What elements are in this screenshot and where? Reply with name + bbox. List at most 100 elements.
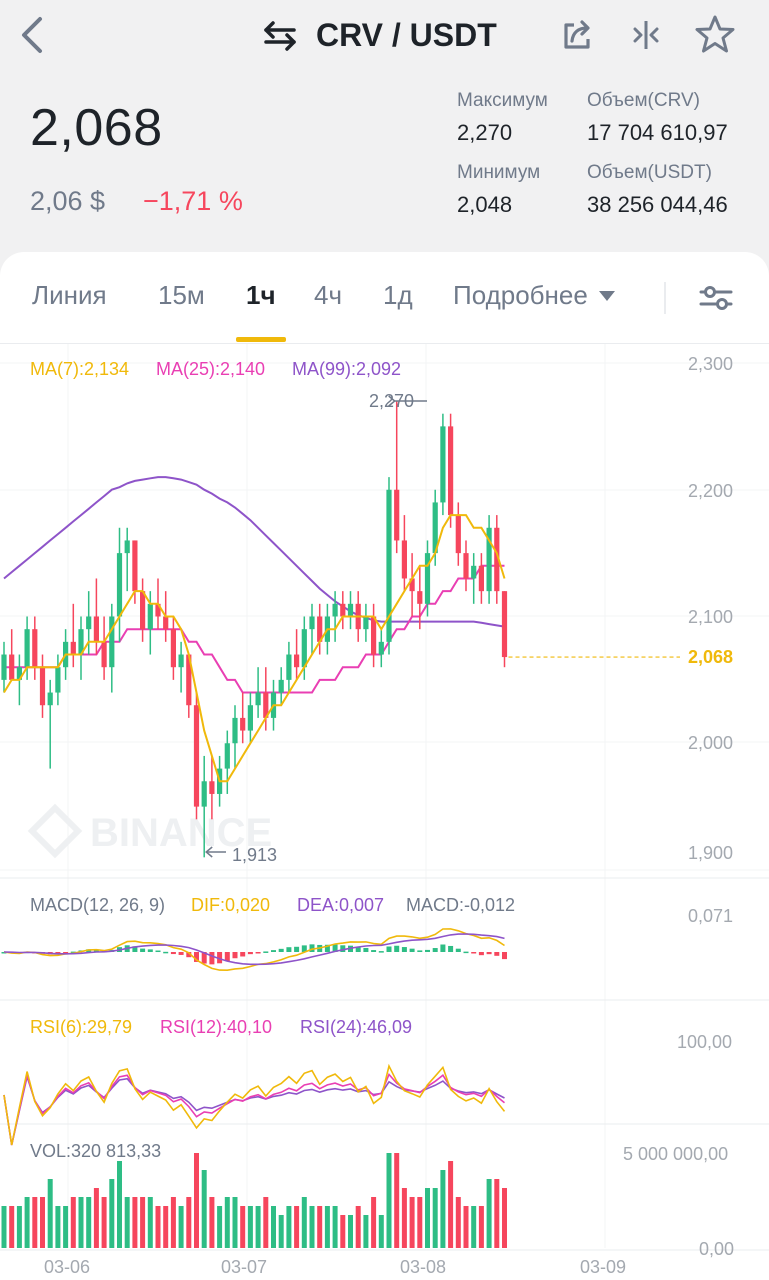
macd-histogram-bar: [271, 950, 276, 952]
star-icon[interactable]: [692, 12, 738, 56]
ma7-path: [3, 514, 506, 783]
volume-bar: [371, 1197, 377, 1248]
volume-y-tick-max: 5 000 000,00: [623, 1144, 729, 1164]
candle-body: [116, 553, 123, 617]
macd-histogram-bar: [263, 951, 269, 953]
volume-bar: [109, 1179, 115, 1248]
ma25-path: [4, 564, 505, 694]
candle-body: [371, 616, 377, 655]
volume-y-tick-zero: 0,00: [699, 1239, 735, 1259]
candle: [463, 540, 469, 592]
volume-chart: [1, 1153, 507, 1248]
candle: [116, 527, 123, 642]
volume-base-value: 17 704 610,97: [587, 120, 728, 145]
candle-body: [478, 565, 484, 592]
tab-more[interactable]: Подробнее: [453, 280, 616, 311]
macd-histogram-bar: [478, 952, 484, 956]
candlestick-chart[interactable]: BINANCE: [0, 344, 769, 1280]
macd-histogram-bar: [378, 951, 384, 953]
candle: [147, 591, 153, 655]
rsi6-line: [3, 1063, 506, 1146]
candle-body: [86, 616, 92, 630]
candle-body: [155, 603, 161, 617]
candle: [340, 591, 346, 630]
candle: [209, 755, 215, 820]
volume-bar: [432, 1188, 438, 1248]
candle-body: [394, 489, 400, 541]
candle-body: [417, 591, 423, 604]
volume-bar: [217, 1206, 223, 1248]
volume-bar: [425, 1188, 430, 1248]
high-marker-label: 2,270: [369, 391, 415, 411]
volume-legend: VOL:320 813,33: [30, 1141, 162, 1161]
macd-histogram-bar: [224, 952, 230, 962]
macd-histogram-bar: [355, 947, 361, 952]
macd-histogram-bar: [170, 952, 176, 955]
candle: [178, 641, 184, 693]
macd-histogram-bar: [432, 948, 438, 952]
candle: [86, 591, 92, 655]
rsi12-legend: RSI(12):40,10: [160, 1017, 273, 1037]
candle-body: [170, 629, 176, 668]
volume-bar: [47, 1179, 53, 1248]
volume-bar: [401, 1188, 407, 1248]
candle: [347, 591, 354, 630]
macd-histogram-bar: [440, 944, 446, 952]
tab-4h[interactable]: 4ч: [314, 280, 343, 310]
candle: [394, 401, 400, 554]
tab-divider: [664, 282, 666, 314]
macd-histogram-bar: [286, 947, 292, 952]
swap-icon[interactable]: [258, 16, 302, 56]
macd-histogram-bar: [93, 949, 99, 952]
macd-histogram-bar: [132, 946, 138, 952]
low-marker-arrow-head: [205, 846, 213, 858]
volume-bar: [271, 1206, 276, 1248]
candle: [440, 413, 446, 516]
active-tab-indicator: [236, 337, 286, 342]
volume-bar: [394, 1153, 400, 1248]
compare-icon[interactable]: [624, 14, 668, 56]
candle-body: [448, 426, 454, 516]
tab-line[interactable]: Линия: [32, 280, 107, 310]
x-tick-03-08: 03-08: [400, 1257, 447, 1277]
volume-bar: [502, 1188, 507, 1248]
macd-histogram-bar: [186, 952, 192, 958]
chart-panel: [0, 252, 769, 1280]
ma7-legend: MA(7):2,134: [30, 359, 130, 379]
share-icon[interactable]: [556, 14, 600, 56]
y-tick-1900: 1,900: [688, 843, 734, 863]
tab-1h[interactable]: 1ч: [246, 280, 276, 310]
macd-histogram-bar: [217, 952, 223, 964]
pair-title[interactable]: CRV / USDT: [316, 16, 497, 53]
tab-15m[interactable]: 15м: [158, 280, 205, 310]
volume-bar: [32, 1197, 38, 1248]
dif-legend: DIF:0,020: [191, 895, 271, 915]
x-tick-03-09: 03-09: [580, 1257, 627, 1277]
back-icon[interactable]: [12, 12, 52, 58]
volume-bar: [409, 1197, 415, 1248]
volume-bar: [24, 1197, 30, 1248]
ma7-line: [3, 514, 506, 783]
tab-1d[interactable]: 1д: [383, 280, 413, 310]
macd-histogram-bar: [309, 944, 315, 952]
volume-bar: [448, 1161, 454, 1248]
current-price-label: 2,068: [688, 647, 734, 667]
chart-settings-icon[interactable]: [694, 278, 738, 318]
macd-histogram-bar: [409, 948, 415, 952]
volume-bar: [317, 1206, 323, 1248]
candle: [132, 540, 138, 604]
candle-body: [201, 781, 207, 807]
candle-body: [240, 717, 246, 731]
volume-bar: [140, 1197, 146, 1248]
rsi6-legend: RSI(6):29,79: [30, 1017, 133, 1037]
candle: [294, 629, 300, 680]
volume-bar: [255, 1206, 261, 1248]
macd-histogram-bar: [201, 952, 207, 964]
candle: [9, 629, 15, 680]
volume-bar: [301, 1197, 307, 1248]
volume-bar: [494, 1179, 500, 1248]
volume-bar: [332, 1206, 338, 1248]
candle-body: [463, 553, 469, 579]
ma99-path: [3, 476, 505, 628]
ma99-line: [3, 476, 505, 628]
